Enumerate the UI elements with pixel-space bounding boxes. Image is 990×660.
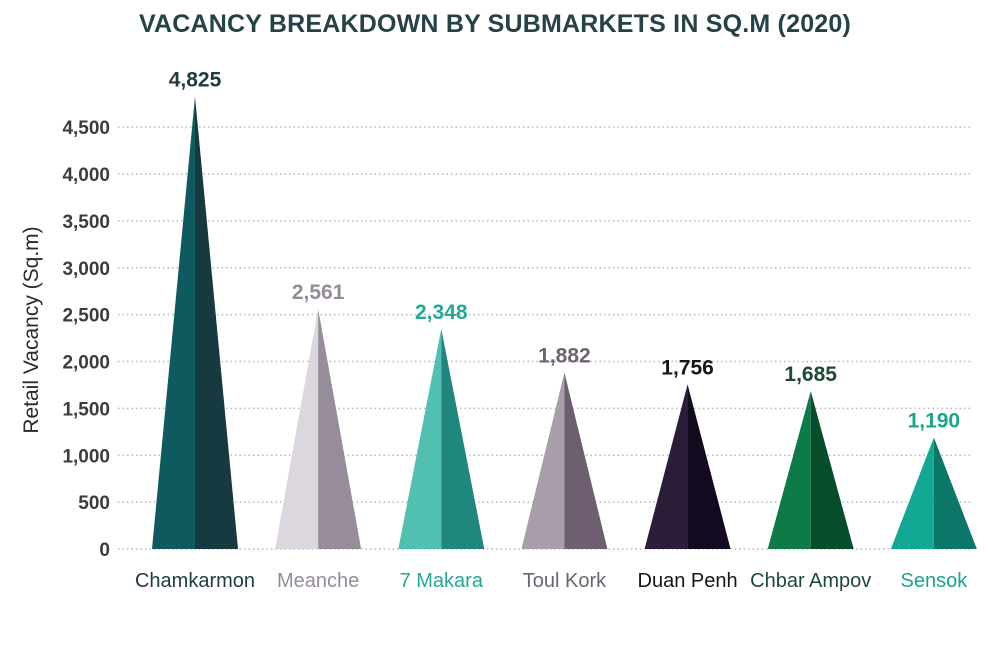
bar-right-face <box>564 372 608 549</box>
x-tick-label: Duan Penh <box>638 570 738 592</box>
bar-right-face <box>687 384 731 549</box>
data-label: 1,882 <box>538 345 591 368</box>
data-label: 1,756 <box>661 356 714 379</box>
bar-right-face <box>318 308 362 549</box>
x-tick-label: 7 Makara <box>400 570 484 592</box>
x-tick-label: Chamkarmon <box>135 570 255 592</box>
y-tick-label: 1,000 <box>62 446 110 467</box>
data-label: 1,190 <box>908 409 961 432</box>
data-label: 2,561 <box>292 281 345 304</box>
bar-right-face <box>933 437 977 549</box>
y-tick-label: 500 <box>78 493 110 514</box>
bar-left-face <box>398 328 442 549</box>
bar-left-face <box>767 391 811 549</box>
x-axis-labels: Chamkarmon Meanche 7 Makara Toul Kork Duan P… <box>135 570 968 592</box>
bar <box>521 372 608 549</box>
y-tick-label: 2,000 <box>62 353 110 374</box>
bar-right-face <box>810 391 854 549</box>
data-label: 2,348 <box>415 301 468 324</box>
bar <box>890 437 977 549</box>
y-tick-label: 0 <box>99 540 110 561</box>
bar <box>152 96 238 549</box>
bar-right-face <box>195 96 238 549</box>
bar-left-face <box>521 372 565 549</box>
x-tick-label: Chbar Ampov <box>750 570 871 592</box>
y-tick-label: 3,500 <box>62 212 110 233</box>
bar <box>644 384 731 549</box>
bar <box>398 328 485 549</box>
x-tick-label: Sensok <box>900 570 968 592</box>
bars <box>152 96 977 549</box>
bar-left-face <box>275 308 319 549</box>
y-axis-label: Retail Vacancy (Sq.m) <box>20 226 43 433</box>
bar <box>275 308 362 549</box>
x-tick-label: Meanche <box>277 570 359 592</box>
y-tick-label: 4,500 <box>62 118 110 139</box>
y-tick-label: 1,500 <box>62 399 110 420</box>
y-axis-ticks: 0 500 1,000 1,500 2,000 2,500 3,000 3,500 4,000 4… <box>62 118 110 561</box>
bar-left-face <box>890 437 934 549</box>
bar-left-face <box>152 96 195 549</box>
x-tick-label: Toul Kork <box>523 570 607 592</box>
y-tick-label: 4,000 <box>62 165 110 186</box>
bar-left-face <box>644 384 688 549</box>
chart-title: VACANCY BREAKDOWN BY SUBMARKETS IN SQ.M … <box>138 10 852 38</box>
data-label: 1,685 <box>784 363 837 386</box>
bar <box>767 391 854 549</box>
y-tick-label: 3,000 <box>62 259 110 280</box>
y-tick-label: 2,500 <box>62 306 110 327</box>
data-label: 4,825 <box>169 69 222 92</box>
bar-right-face <box>441 328 485 549</box>
value-labels: 4,825 2,561 2,348 1,882 1,756 1,685 1,190 <box>169 69 960 433</box>
